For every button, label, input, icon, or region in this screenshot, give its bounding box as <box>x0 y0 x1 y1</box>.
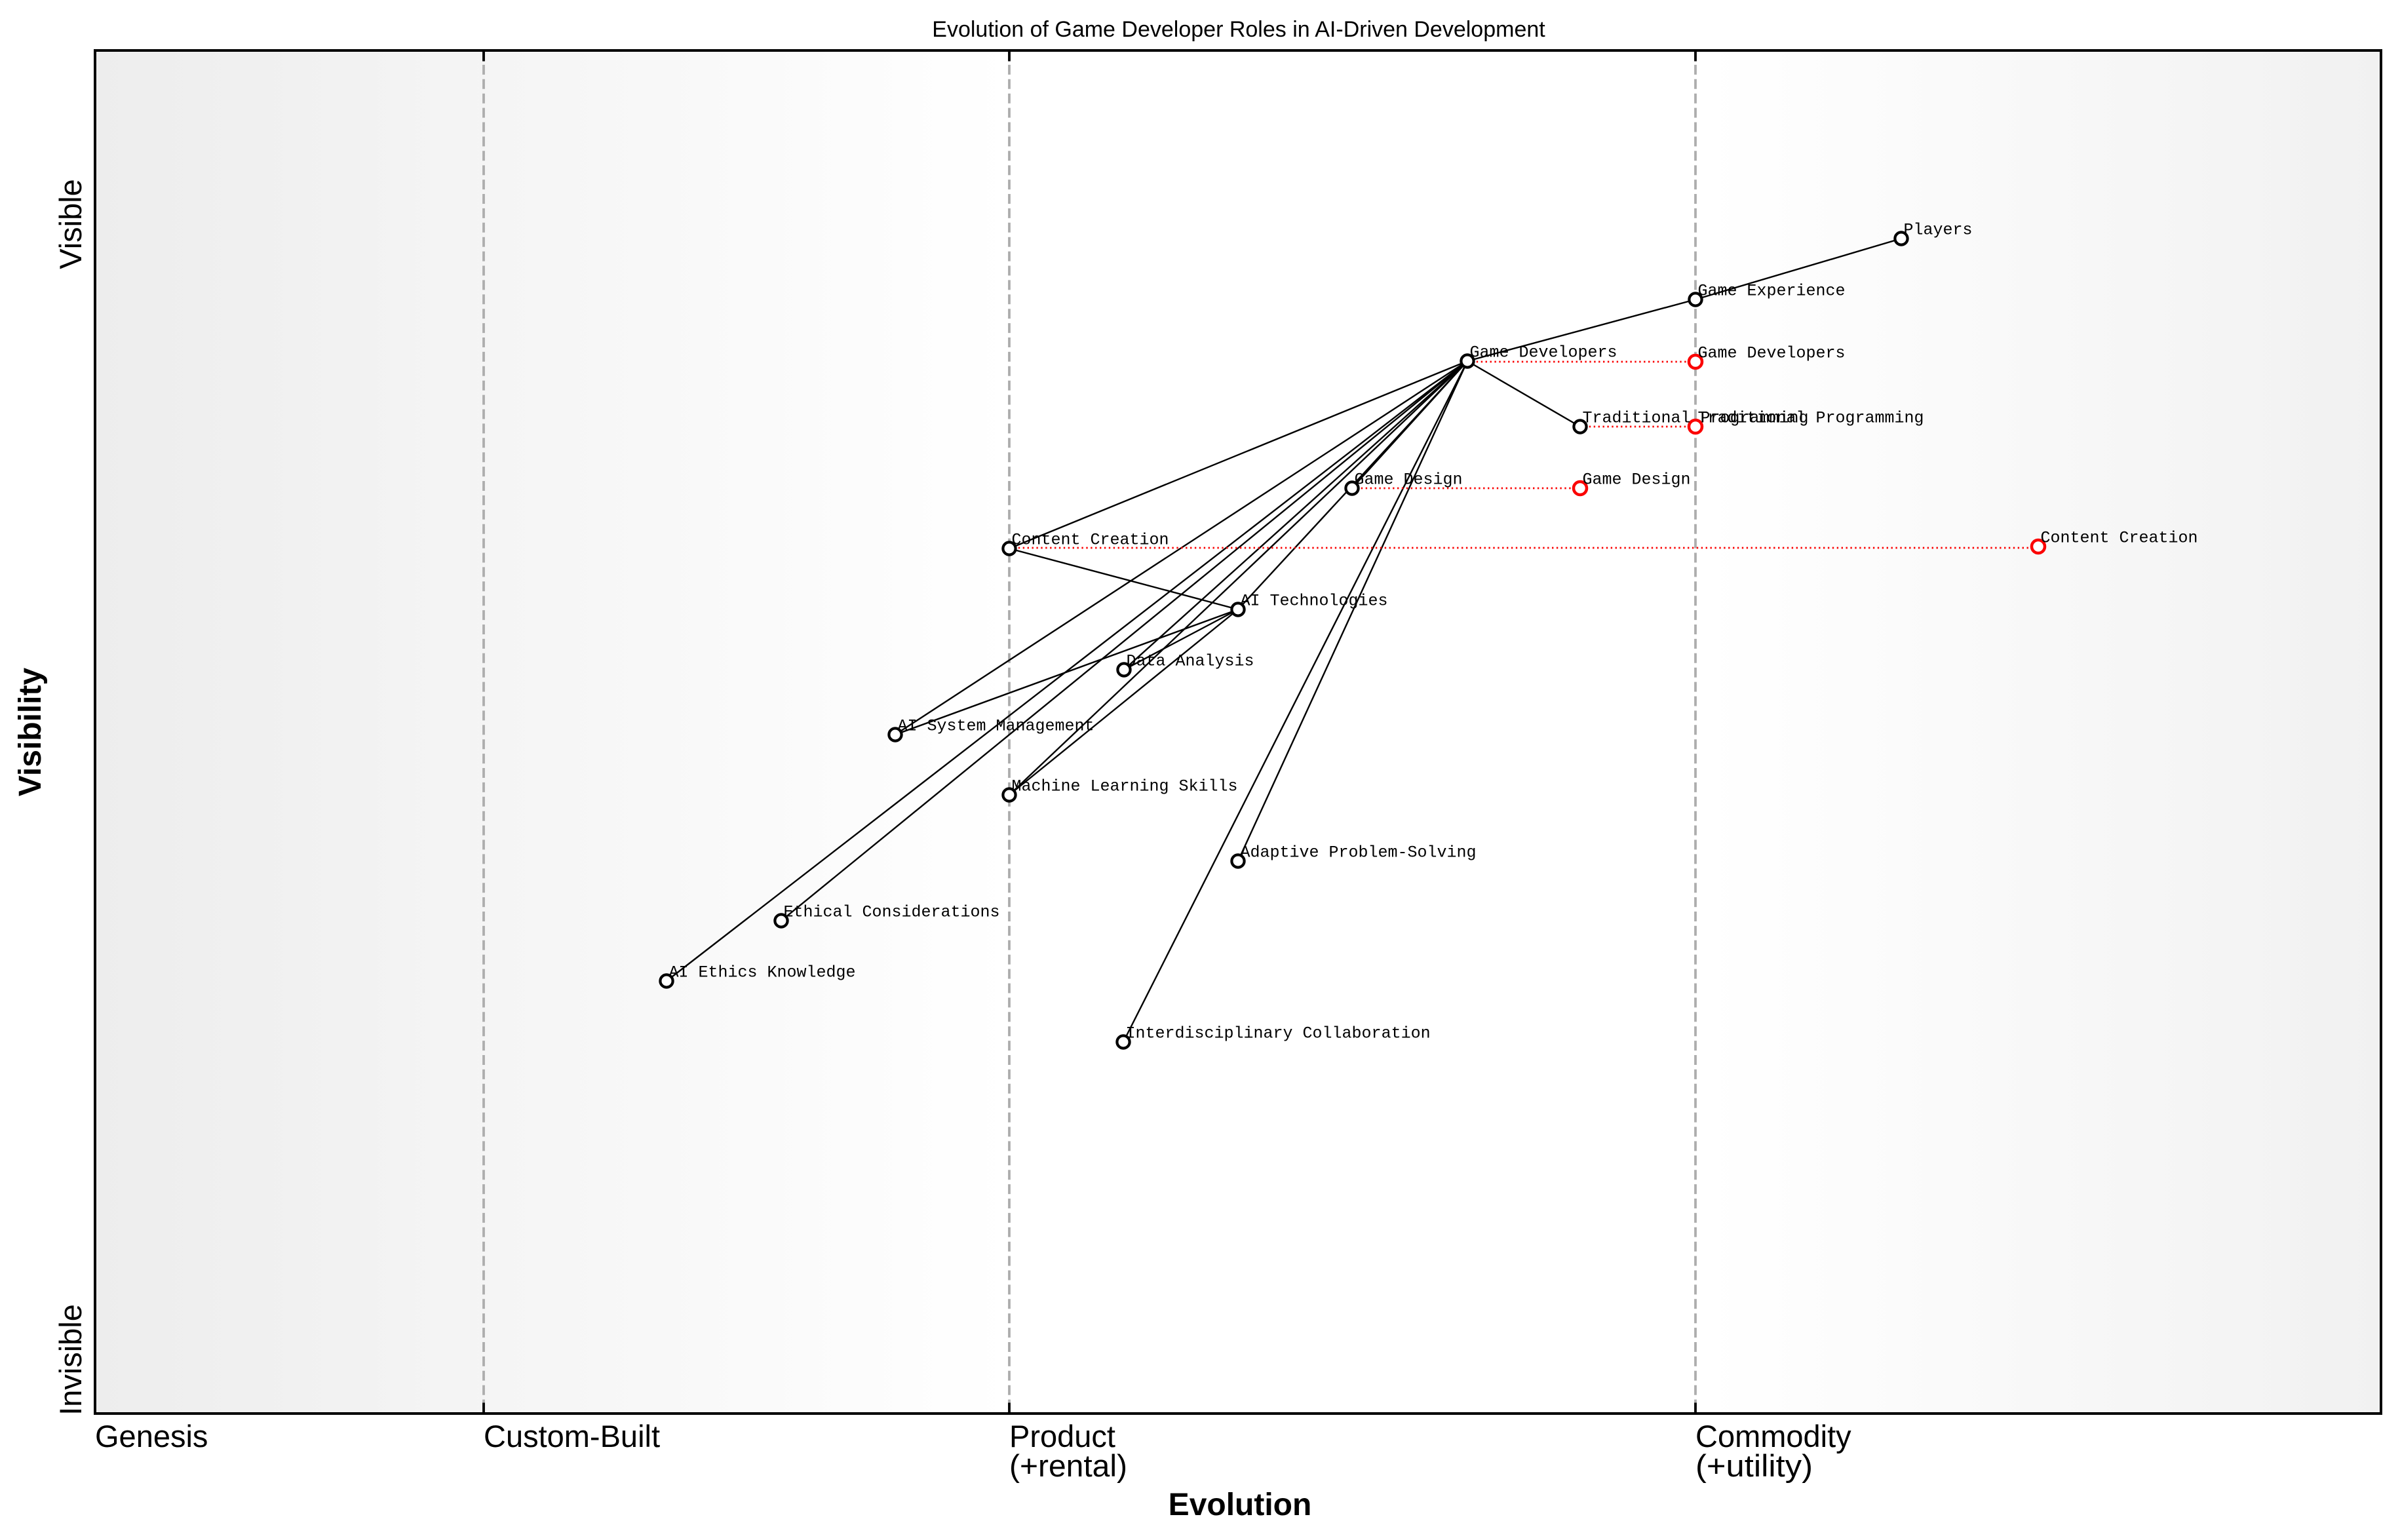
svg-text:Evolution of Game Developer Ro: Evolution of Game Developer Roles in AI-… <box>932 17 1545 42</box>
svg-text:Visible: Visible <box>53 179 88 269</box>
svg-text:Evolution: Evolution <box>1169 1488 1312 1522</box>
svg-text:AI Ethics Knowledge: AI Ethics Knowledge <box>669 963 856 982</box>
svg-text:Data Analysis: Data Analysis <box>1127 652 1254 671</box>
svg-text:Machine Learning Skills: Machine Learning Skills <box>1012 777 1238 796</box>
svg-text:Players: Players <box>1904 221 1973 240</box>
svg-text:AI System Management: AI System Management <box>898 717 1094 736</box>
svg-text:Content Creation: Content Creation <box>2041 529 2198 548</box>
svg-text:AI Technologies: AI Technologies <box>1241 592 1388 611</box>
svg-text:Interdisciplinary Collaboratio: Interdisciplinary Collaboration <box>1126 1024 1431 1043</box>
svg-text:Visibility: Visibility <box>13 667 48 796</box>
svg-text:Product: Product <box>1009 1419 1115 1453</box>
svg-text:(+utility): (+utility) <box>1695 1448 1813 1483</box>
svg-text:Adaptive Problem-Solving: Adaptive Problem-Solving <box>1241 843 1477 862</box>
svg-text:Game Developers: Game Developers <box>1698 344 1846 363</box>
svg-text:Traditional Programming: Traditional Programming <box>1698 409 1924 428</box>
svg-text:Game Developers: Game Developers <box>1470 343 1617 362</box>
svg-text:Game Experience: Game Experience <box>1698 282 1846 301</box>
svg-text:Game Design: Game Design <box>1355 471 1463 490</box>
svg-text:Game Design: Game Design <box>1583 471 1691 490</box>
svg-text:Ethical Considerations: Ethical Considerations <box>784 903 1000 922</box>
svg-text:Commodity: Commodity <box>1695 1419 1851 1453</box>
svg-text:(+rental): (+rental) <box>1009 1448 1127 1483</box>
svg-text:Genesis: Genesis <box>95 1419 208 1453</box>
svg-text:Traditional Programming: Traditional Programming <box>1583 409 1809 428</box>
svg-text:Invisible: Invisible <box>53 1304 88 1415</box>
svg-text:Custom-Built: Custom-Built <box>484 1419 660 1453</box>
svg-text:Content Creation: Content Creation <box>1012 531 1169 550</box>
